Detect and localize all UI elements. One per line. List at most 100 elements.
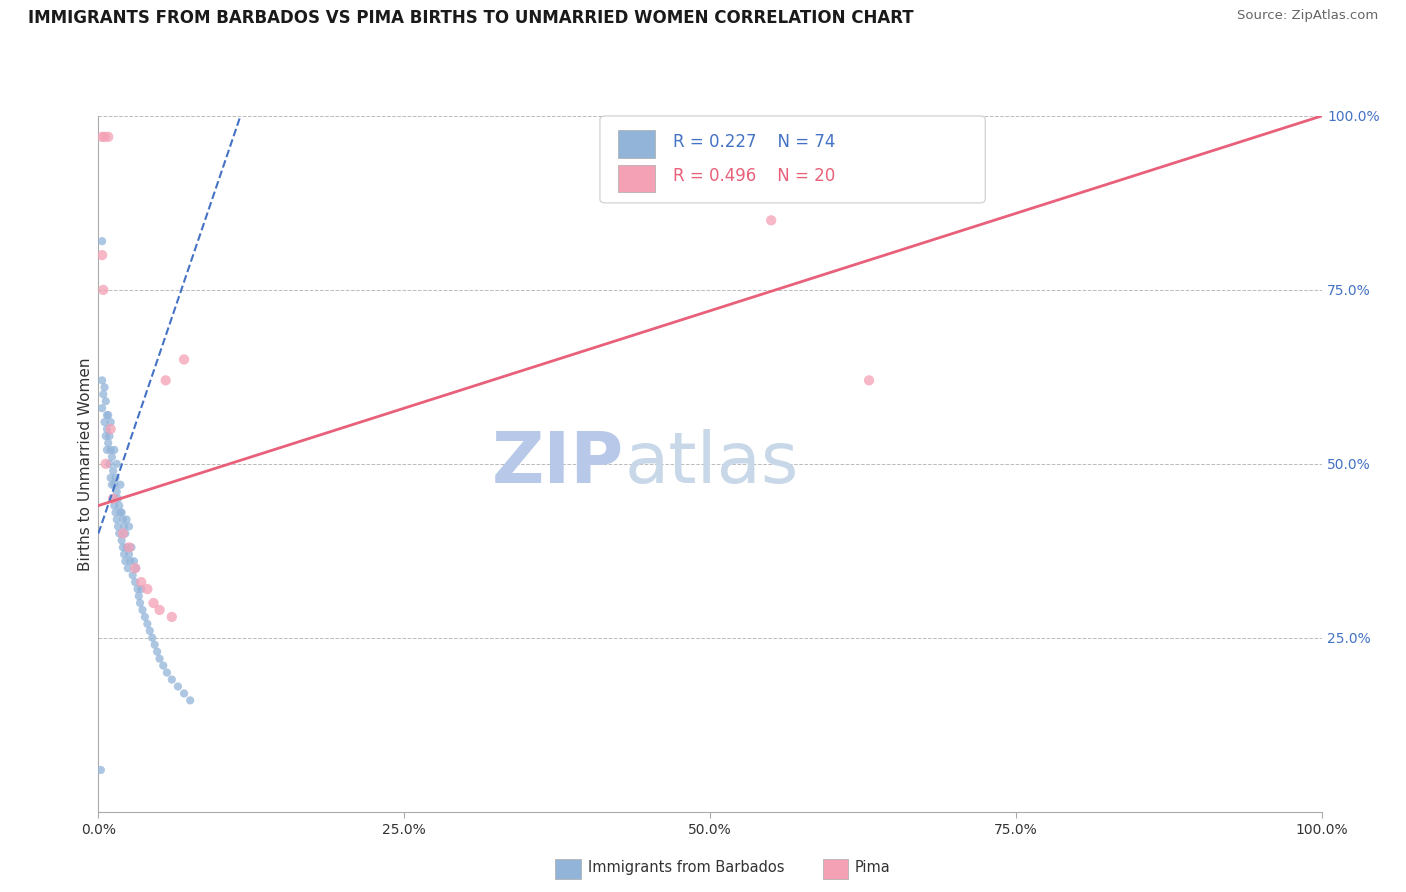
Point: [173, 352, 195, 367]
Point: [118, 541, 141, 555]
Point: [93, 129, 115, 144]
Point: [129, 582, 152, 596]
Point: [104, 471, 127, 485]
Point: [97, 408, 120, 422]
Point: [156, 665, 179, 680]
Point: [114, 554, 136, 568]
Point: [173, 686, 195, 700]
Point: [115, 512, 138, 526]
Point: [114, 526, 136, 541]
Point: [98, 457, 121, 471]
Point: [120, 541, 142, 555]
Text: Source: ZipAtlas.com: Source: ZipAtlas.com: [1237, 9, 1378, 22]
Point: [105, 512, 128, 526]
Point: [97, 436, 120, 450]
Text: Pima: Pima: [855, 861, 890, 875]
Point: [111, 533, 134, 548]
Point: [91, 401, 114, 416]
Point: [142, 596, 165, 610]
Point: [160, 673, 183, 687]
Point: [131, 603, 153, 617]
Point: [96, 422, 118, 436]
Point: [149, 651, 172, 665]
Point: [149, 603, 172, 617]
Point: [110, 506, 132, 520]
Point: [103, 499, 125, 513]
Point: [160, 610, 183, 624]
Point: [117, 561, 139, 575]
Point: [129, 596, 152, 610]
Point: [136, 582, 159, 596]
Point: [91, 283, 114, 297]
Point: [93, 415, 115, 429]
Point: [100, 422, 122, 436]
Point: [101, 450, 124, 464]
Point: [146, 645, 169, 659]
Point: [96, 408, 118, 422]
Point: [121, 568, 143, 582]
Point: [100, 442, 122, 457]
Point: [111, 512, 134, 526]
Point: [101, 491, 124, 506]
Point: [111, 506, 134, 520]
Point: [96, 442, 118, 457]
Point: [107, 519, 129, 533]
Text: R = 0.496    N = 20: R = 0.496 N = 20: [673, 168, 835, 186]
Point: [91, 248, 114, 262]
Text: atlas: atlas: [624, 429, 799, 499]
Point: [128, 589, 150, 603]
Point: [101, 491, 124, 506]
Point: [129, 575, 152, 590]
Point: [179, 693, 201, 707]
Text: ZIP: ZIP: [492, 429, 624, 499]
Point: [111, 526, 134, 541]
Point: [105, 457, 128, 471]
Point: [127, 582, 149, 596]
Point: [107, 491, 129, 506]
Point: [94, 394, 117, 409]
Point: [103, 442, 125, 457]
Point: [155, 373, 177, 387]
Point: [112, 519, 135, 533]
Point: [112, 547, 135, 561]
Point: [91, 387, 114, 401]
Point: [136, 616, 159, 631]
Point: [152, 658, 174, 673]
Point: [91, 373, 114, 387]
Point: [91, 234, 114, 248]
Point: [93, 380, 115, 394]
Point: [104, 506, 127, 520]
Point: [125, 561, 148, 575]
Point: [108, 499, 131, 513]
Point: [108, 526, 131, 541]
Point: [761, 213, 783, 227]
Point: [101, 477, 124, 491]
Point: [103, 477, 125, 491]
Point: [105, 484, 128, 499]
Point: [115, 541, 138, 555]
Point: [100, 471, 122, 485]
Point: [118, 547, 141, 561]
Point: [134, 610, 156, 624]
Point: [139, 624, 162, 638]
Point: [94, 457, 117, 471]
Point: [120, 554, 142, 568]
Point: [90, 763, 112, 777]
Point: [91, 129, 114, 144]
Bar: [619, 130, 655, 158]
Point: [97, 129, 120, 144]
Text: IMMIGRANTS FROM BARBADOS VS PIMA BIRTHS TO UNMARRIED WOMEN CORRELATION CHART: IMMIGRANTS FROM BARBADOS VS PIMA BIRTHS …: [28, 9, 914, 27]
Bar: [619, 165, 655, 193]
Y-axis label: Births to Unmarried Women: Births to Unmarried Women: [77, 357, 93, 571]
Point: [167, 680, 190, 694]
Point: [118, 519, 141, 533]
Point: [143, 638, 166, 652]
Point: [111, 541, 134, 555]
Point: [122, 554, 145, 568]
Point: [858, 373, 880, 387]
Point: [101, 464, 124, 478]
Point: [141, 631, 163, 645]
FancyBboxPatch shape: [600, 116, 986, 203]
Point: [124, 561, 146, 575]
Point: [94, 429, 117, 443]
